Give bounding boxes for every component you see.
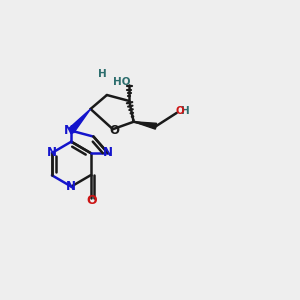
Text: N: N (47, 146, 57, 160)
Text: O: O (175, 106, 184, 116)
Text: O: O (87, 194, 98, 207)
Text: N: N (66, 180, 76, 193)
Text: H: H (181, 106, 189, 116)
Text: O: O (109, 124, 119, 137)
Polygon shape (69, 109, 91, 133)
Text: H: H (98, 69, 107, 79)
Text: N: N (103, 146, 113, 160)
Text: N: N (64, 124, 74, 136)
Polygon shape (134, 122, 157, 129)
Text: HO: HO (113, 76, 130, 87)
